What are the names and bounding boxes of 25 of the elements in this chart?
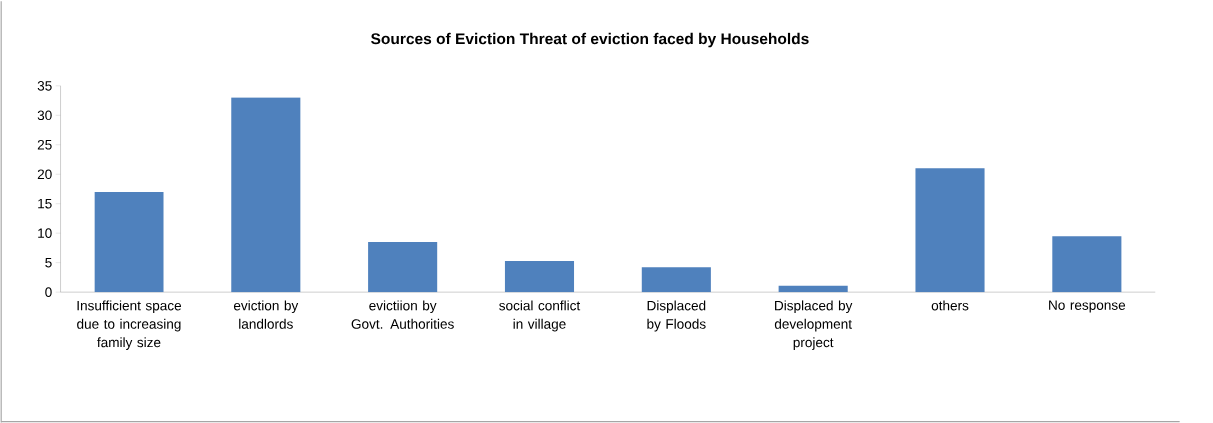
- y-tick-label: 20: [37, 169, 52, 179]
- y-tick-label: 35: [37, 80, 52, 91]
- y-tick-label: 25: [37, 139, 52, 150]
- bar: [94, 191, 164, 293]
- y-tick-label: 30: [37, 110, 52, 121]
- bar: [778, 285, 848, 293]
- bar: [504, 260, 575, 293]
- x-tick-label: others: [931, 300, 969, 311]
- bar: [231, 97, 301, 293]
- x-tick-label: Displaced by Floods: [647, 300, 706, 332]
- x-tick-label: Displaced by development project: [774, 300, 853, 350]
- x-tick-label: No response: [1049, 300, 1126, 313]
- bar: [641, 267, 711, 293]
- x-tick-label: Insufficient space due to increasing family size: [77, 300, 182, 350]
- y-tick-label: 15: [38, 198, 52, 209]
- x-tick-label: social conflict in village: [499, 300, 581, 332]
- y-tick-label: 10: [38, 228, 52, 238]
- x-tick-label: evictiion by Govt. Authorities: [351, 300, 454, 329]
- y-tick-label: 5: [45, 257, 52, 268]
- bar: [368, 241, 438, 293]
- chart-title: Sources of Eviction Threat of eviction faced by Households: [371, 32, 809, 48]
- bar: [1052, 236, 1122, 293]
- bar: [915, 168, 985, 293]
- x-tick-label: eviction by landlords: [233, 300, 299, 329]
- y-tick-label: 0: [45, 287, 52, 297]
